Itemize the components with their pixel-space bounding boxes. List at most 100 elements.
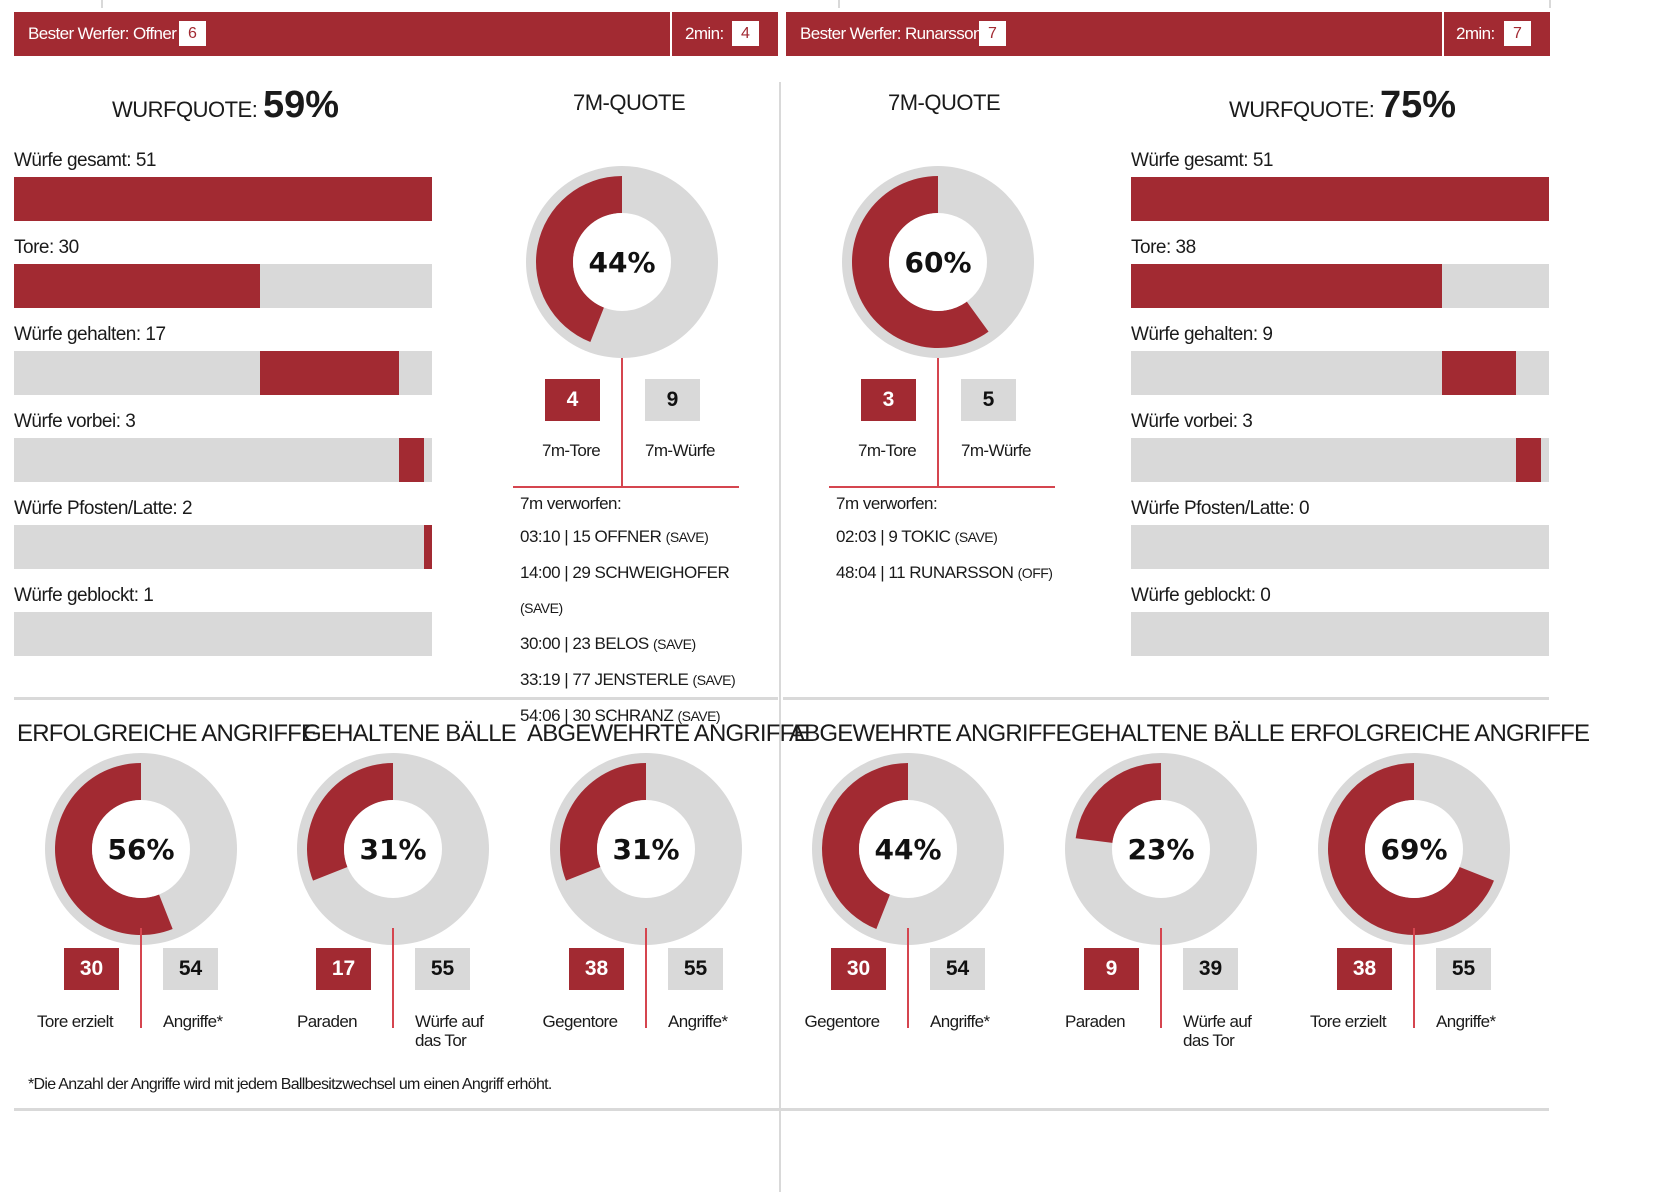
7m-missed-item: 14:00 | 29 SCHWEIGHOFER [520, 563, 730, 583]
7m-missed-item: 02:03 | 9 TOKIC (SAVE) [836, 527, 998, 547]
stat-label-b: Angriffe* [668, 1012, 728, 1031]
shot-bar-fill [399, 438, 424, 482]
donut-percent-label: 44% [874, 833, 941, 866]
best-thrower-value: 6 [179, 21, 206, 46]
stat-value-b: 39 [1183, 948, 1238, 990]
stat-label-b: Angriffe* [1436, 1012, 1496, 1031]
top-divider-left [101, 0, 103, 8]
stat-value-b: 55 [415, 948, 470, 990]
stat-value-b: 54 [930, 948, 985, 990]
top-divider-right [838, 0, 840, 8]
missed-result-tag: (SAVE) [520, 600, 563, 616]
donut-percent-label: 56% [107, 833, 174, 866]
7m-goals-label: 7m-Tore [542, 441, 601, 460]
7m-attempts-label: 7m-Würfe [645, 441, 715, 460]
bar-label: Würfe geblockt: 1 [14, 585, 154, 606]
two-min-value: 4 [732, 21, 759, 46]
bar-label: Würfe gehalten: 17 [14, 324, 166, 345]
section-title: ERFOLGREICHE ANGRIFFE [1290, 720, 1590, 747]
stat-label-a: Paraden [296, 1012, 358, 1031]
missed-entry: 03:10 | 15 OFFNER [520, 527, 662, 546]
team-a-wurfquote: WURFQUOTE: 59% [112, 84, 339, 127]
missed-entry: 33:19 | 77 JENSTERLE [520, 670, 689, 689]
stat-value-a: 30 [64, 948, 119, 990]
best-thrower-label: Bester Werfer: Offner [28, 24, 177, 43]
7m-missed-item-wrap: (SAVE) [520, 598, 563, 618]
stat-divider [907, 928, 909, 1028]
donut-hole [597, 800, 695, 898]
shot-bar-fill [1131, 177, 1549, 221]
donut-value-arc [1328, 763, 1494, 935]
7m-missed-item: 33:19 | 77 JENSTERLE (SAVE) [520, 670, 736, 690]
shot-bar [14, 612, 432, 656]
donut-hole [1112, 800, 1210, 898]
stat-value-b: 54 [163, 948, 218, 990]
stat-value-a: 17 [316, 948, 371, 990]
stat-label-b: Angriffe* [163, 1012, 223, 1031]
header-separator [1442, 12, 1444, 56]
7m-missed-title: 7m verworfen: [836, 494, 938, 513]
best-thrower-value: 7 [979, 21, 1006, 46]
missed-entry: 54:06 | 30 SCHRANZ [520, 706, 674, 725]
stat-divider [645, 928, 647, 1028]
shot-bar-fill [14, 264, 260, 308]
7m-attempts-value: 9 [645, 379, 700, 421]
stat-label-b: Angriffe* [930, 1012, 990, 1031]
7m-divider-vertical [621, 358, 623, 488]
stat-donut: 56% [45, 753, 237, 945]
bar-label: Würfe Pfosten/Latte: 0 [1131, 498, 1310, 519]
shot-bar-fill [259, 351, 400, 395]
wurfquote-value: 75% [1379, 84, 1457, 126]
missed-result-tag: (SAVE) [692, 672, 736, 688]
team-b-header-bar: Bester Werfer: Runarsson 7 2min: 7 [786, 12, 1550, 56]
donut-hole [859, 800, 957, 898]
stat-label-a: Gegentore [804, 1012, 881, 1031]
wurfquote-label: WURFQUOTE: [112, 97, 258, 122]
7m-attempts-label: 7m-Würfe [961, 441, 1031, 460]
stat-donut: 44% [812, 753, 1004, 945]
team-b-wurfquote: WURFQUOTE: 75% [1229, 84, 1456, 127]
donut-hole [1365, 800, 1463, 898]
stat-value-b: 55 [1436, 948, 1491, 990]
donut-hole [344, 800, 442, 898]
shot-bar [1131, 438, 1549, 482]
7m-goals-value: 3 [861, 379, 916, 421]
team-a-7m-title: 7M-QUOTE [573, 90, 686, 115]
7m-missed-title: 7m verworfen: [520, 494, 622, 513]
stat-label-b: Würfe auf das Tor [1183, 1012, 1252, 1050]
donut-percent-label: 60% [904, 246, 971, 279]
stat-label-a: Paraden [1064, 1012, 1126, 1031]
section-title: ERFOLGREICHE ANGRIFFE [17, 720, 317, 747]
7m-missed-item: 30:00 | 23 BELOS (SAVE) [520, 634, 696, 654]
shot-bar [1131, 351, 1549, 395]
7m-goals-label: 7m-Tore [858, 441, 917, 460]
shot-bar [14, 177, 432, 221]
stat-donut: 69% [1318, 753, 1510, 945]
section-title: GEHALTENE BÄLLE [303, 720, 517, 747]
shot-bar [14, 351, 432, 395]
shot-bar-fill [1131, 264, 1443, 308]
donut-percent-label: 69% [1380, 833, 1447, 866]
wurfquote-value: 59% [262, 84, 340, 126]
donut-value-arc [306, 763, 393, 881]
header-separator [670, 12, 672, 56]
7m-goals-value: 4 [545, 379, 600, 421]
donut-value-arc [560, 763, 646, 881]
missed-entry: 14:00 | 29 SCHWEIGHOFER [520, 563, 730, 582]
donut-percent-label: 31% [612, 833, 679, 866]
shot-bar [14, 525, 432, 569]
stat-value-a: 38 [1337, 948, 1392, 990]
donut-value-arc [1075, 763, 1161, 843]
stat-value-a: 30 [831, 948, 886, 990]
7m-missed-item: 03:10 | 15 OFFNER (SAVE) [520, 527, 709, 547]
stat-value-a: 9 [1084, 948, 1139, 990]
shot-bar-fill [1442, 351, 1517, 395]
donut-percent-label: 44% [588, 246, 655, 279]
section-title: ABGEWEHRTE ANGRIFFE [527, 720, 810, 747]
footnote: *Die Anzahl der Angriffe wird mit jedem … [28, 1076, 552, 1093]
team-a-header-bar: Bester Werfer: Offner 6 2min: 4 [14, 12, 778, 56]
missed-entry: 02:03 | 9 TOKIC [836, 527, 951, 546]
missed-result-tag: (OFF) [1017, 565, 1053, 581]
two-min-label: 2min: [1456, 24, 1495, 43]
section-title: ABGEWEHRTE ANGRIFFE [789, 720, 1072, 747]
